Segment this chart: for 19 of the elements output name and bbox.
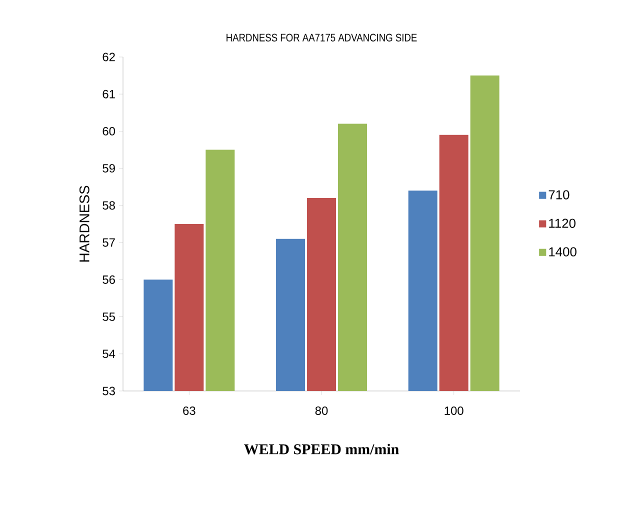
legend-label: 1120 bbox=[549, 218, 576, 228]
y-axis-title: HARDNESS bbox=[79, 186, 90, 262]
x-tick-label: 80 bbox=[315, 406, 328, 415]
y-tick-label: 60 bbox=[102, 126, 116, 136]
y-tick-label: 61 bbox=[102, 90, 115, 98]
y-tick-label: 55 bbox=[102, 312, 115, 321]
legend-label: 710 bbox=[548, 190, 570, 200]
y-tick-label: 58 bbox=[102, 201, 115, 210]
x-tick-label: 63 bbox=[183, 406, 196, 415]
y-tick-label: 57 bbox=[102, 238, 115, 247]
y-tick-label: 62 bbox=[102, 52, 115, 62]
legend-label: 1400 bbox=[549, 247, 576, 256]
y-tick-label: 56 bbox=[102, 275, 115, 284]
x-tick-label: 100 bbox=[444, 406, 464, 415]
y-tick-label: 54 bbox=[102, 350, 116, 358]
x-axis-title: WELD SPEED mm/min bbox=[244, 444, 399, 454]
y-tick-label: 59 bbox=[102, 164, 115, 173]
chart-title: HARDNESS FOR AA7175 ADVANCING SIDE bbox=[226, 34, 417, 42]
y-tick-label: 53 bbox=[102, 386, 115, 396]
